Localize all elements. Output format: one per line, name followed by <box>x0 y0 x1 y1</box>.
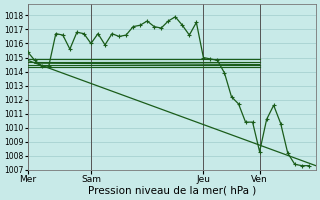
X-axis label: Pression niveau de la mer( hPa ): Pression niveau de la mer( hPa ) <box>88 186 256 196</box>
